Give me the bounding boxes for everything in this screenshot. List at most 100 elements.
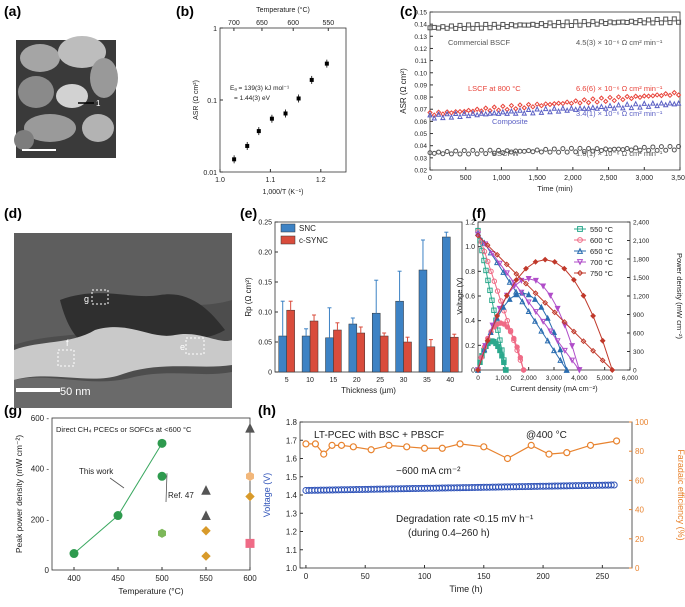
- c-data-point: [496, 24, 502, 30]
- c-data-point: [504, 110, 510, 116]
- c-data-point: [598, 147, 604, 153]
- c-y-tick-label: 0.02: [414, 168, 427, 175]
- c-data-point: [547, 20, 553, 26]
- f-y2-tick-label: 2,100: [633, 238, 650, 245]
- sem-micrograph: 1: [14, 36, 118, 158]
- f-voltage-line: [477, 234, 580, 371]
- c-data-point: [500, 108, 506, 115]
- f-power-point: [580, 292, 587, 299]
- h-faradaic-point: [311, 440, 320, 448]
- panel-letter-b: (b): [176, 3, 194, 19]
- b-activation-energy-ev: = 1.44(3) eV: [234, 95, 271, 102]
- b-activation-energy: Eₐ = 139(3) kJ mol⁻¹: [230, 85, 290, 92]
- c-data-point: [641, 93, 647, 99]
- f-x-tick-label: 5,000: [597, 375, 614, 382]
- c-data-point: [671, 16, 677, 22]
- c-data-point: [457, 151, 463, 157]
- c-data-point: [624, 93, 630, 100]
- f-y-tick-label: 1.2: [465, 220, 475, 227]
- f-voltage-point: [547, 328, 554, 335]
- g-reference-point: [201, 526, 211, 536]
- c-data-point: [461, 110, 468, 116]
- c-data-point: [572, 106, 579, 112]
- f-power-point: [538, 303, 545, 310]
- h-faradaic-point: [456, 440, 464, 448]
- f-voltage-point: [519, 298, 526, 305]
- h-faradaic-point: [337, 441, 346, 449]
- c-y-tick-label: 0.04: [414, 143, 427, 150]
- tem-box-label-e: e: [180, 342, 185, 352]
- c-data-point: [547, 149, 553, 155]
- c-series-rate: 3.4(1) × 10⁻⁶ Ω cm² min⁻¹: [576, 109, 663, 118]
- g-annotation-ref47: Ref. 47: [168, 491, 194, 500]
- e-plot-frame: [274, 221, 463, 373]
- e-y-tick-label: 0.20: [258, 250, 272, 257]
- f-voltage-point: [491, 278, 497, 284]
- c-data-point: [581, 149, 587, 155]
- c-data-point: [448, 114, 455, 120]
- b-data-point: [309, 77, 314, 82]
- f-voltage-point: [485, 277, 491, 284]
- g-this-work-point: [157, 438, 167, 448]
- f-legend-label: 600 °C: [590, 236, 614, 245]
- c-data-point: [500, 150, 506, 156]
- f-voltage-point: [513, 271, 520, 277]
- g-x-tick-label: 450: [111, 574, 125, 583]
- c-data-point: [585, 99, 592, 106]
- c-data-point: [538, 109, 545, 115]
- h-faradaic-point: [403, 443, 411, 451]
- f-power-point: [513, 276, 520, 283]
- b-top-tick-label: 700: [228, 20, 240, 27]
- c-data-point: [611, 20, 617, 26]
- c-data-point: [487, 110, 493, 116]
- b-data-point: [296, 96, 301, 101]
- h-x-tick-label: 0: [304, 572, 309, 581]
- h-faradaic-point: [503, 454, 512, 463]
- c-data-point: [517, 102, 523, 108]
- e-bar: [356, 332, 366, 373]
- c-data-point: [440, 24, 446, 30]
- f-power-point: [551, 258, 558, 265]
- c-x-tick-label: 3,000: [636, 175, 654, 182]
- f-voltage-point: [497, 337, 503, 343]
- g-reference-point: [201, 485, 211, 495]
- e-y-tick-label: 0.25: [258, 220, 272, 227]
- c-series-label: Commercial BSCF: [448, 38, 511, 47]
- c-data-point: [577, 22, 583, 28]
- c-data-point: [474, 111, 480, 118]
- c-data-point: [573, 149, 579, 155]
- c-y-tick-label: 0.11: [415, 58, 428, 65]
- c-data-point: [474, 151, 480, 157]
- f-series-4: [475, 232, 616, 373]
- c-data-point: [448, 23, 454, 29]
- c-data-point: [598, 95, 605, 101]
- c-series-label: BSCFW: [492, 149, 520, 158]
- g-x-axis-label: Temperature (°C): [118, 586, 183, 596]
- f-power-point: [514, 344, 520, 350]
- c-data-point: [542, 105, 549, 112]
- c-data-point: [641, 20, 647, 26]
- g-y-tick-label: 400 -: [31, 465, 50, 474]
- c-x-tick-label: 2,000: [564, 175, 582, 182]
- b-y-tick-label: 1: [213, 26, 217, 33]
- f-power-point: [503, 292, 510, 299]
- g-reference-point: [158, 528, 166, 538]
- c-data-point: [495, 110, 502, 116]
- h-y-tick-label: 1.6: [286, 455, 298, 464]
- f-y2-axis-label: Power density (mW cm⁻²): [675, 253, 684, 340]
- tem-scale-bar: 50 nm: [60, 386, 91, 398]
- f-power-point: [561, 265, 568, 272]
- c-data-point: [581, 97, 587, 103]
- f-power-point: [525, 291, 532, 298]
- c-data-point: [658, 20, 664, 26]
- f-power-point: [532, 258, 539, 265]
- h-plot-frame: [299, 421, 633, 569]
- h-voltage-point: [607, 481, 615, 489]
- g-reference-point: [245, 491, 255, 502]
- c-data-point: [577, 100, 583, 106]
- f-voltage-line: [477, 235, 613, 371]
- c-data-point: [598, 103, 605, 109]
- c-data-point: [667, 144, 673, 150]
- f-voltage-point: [489, 297, 495, 304]
